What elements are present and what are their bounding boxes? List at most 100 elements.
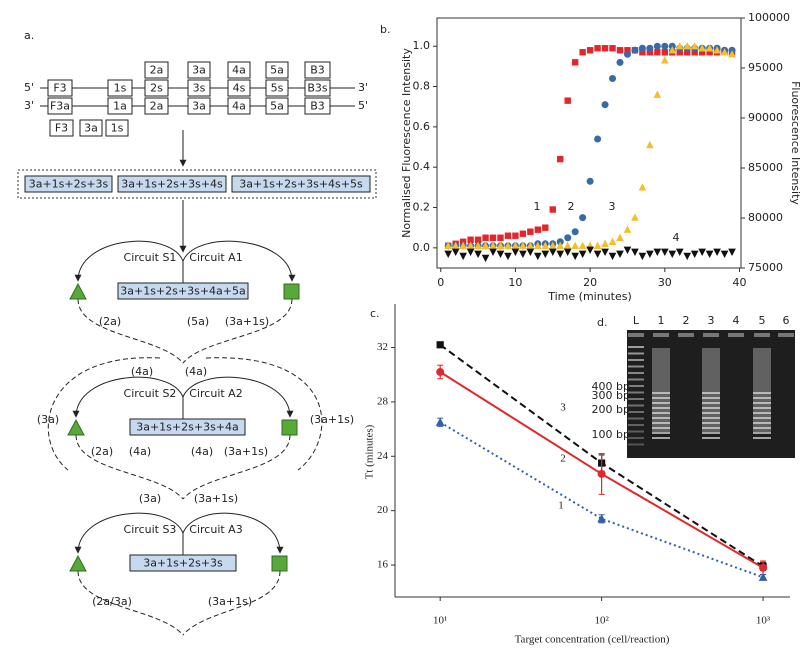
point	[623, 50, 631, 58]
x-tick-label: 30	[658, 276, 672, 289]
box-label: 3a+1s+2s+3s+4a	[136, 421, 239, 434]
point	[624, 47, 631, 54]
point	[728, 248, 736, 257]
well	[778, 333, 794, 337]
lane-label: 4	[733, 314, 740, 327]
strand-label: (4a)	[185, 365, 207, 378]
band	[753, 397, 771, 399]
point	[597, 469, 606, 478]
size-label: 400 bp	[592, 380, 630, 393]
point	[451, 248, 460, 257]
point	[511, 241, 520, 250]
point	[435, 417, 445, 426]
point	[601, 248, 609, 257]
box	[227, 79, 251, 97]
ladder-band	[628, 430, 644, 433]
point	[653, 42, 661, 50]
dashed-arc	[47, 357, 161, 471]
band	[652, 437, 670, 439]
y-tick-label: 16	[377, 559, 389, 571]
box	[47, 97, 73, 115]
circuit-name: Circuit A1	[189, 251, 242, 264]
circuit-arc	[182, 240, 296, 282]
box-label: F3a	[50, 100, 70, 113]
annotation: 1	[534, 200, 541, 213]
ladder-band	[628, 398, 644, 400]
point	[489, 241, 497, 250]
point	[571, 59, 579, 66]
point	[631, 46, 639, 54]
point	[593, 250, 602, 259]
point	[586, 47, 594, 54]
y-tick-label: 28	[377, 395, 389, 407]
annotation: 2	[560, 453, 566, 465]
point	[548, 248, 557, 257]
box-label: 3a+1s+2s+3s+4s	[121, 178, 223, 191]
dashed-arc	[77, 298, 184, 364]
band	[702, 412, 720, 414]
panel-label: a.	[24, 29, 34, 42]
box-label: 3s	[193, 82, 206, 95]
dashed-arc	[182, 298, 293, 364]
triangle-icon	[69, 282, 87, 300]
point	[563, 248, 572, 257]
point	[639, 49, 646, 56]
y2-tick-label: 80000	[748, 211, 783, 224]
strand-label: (3a+1s)	[310, 413, 354, 426]
strand-label: (4a)	[129, 445, 151, 458]
point	[533, 252, 542, 261]
box-label: 3a	[192, 64, 206, 77]
point	[638, 44, 646, 52]
ladder-band	[628, 411, 644, 413]
point	[616, 233, 624, 241]
point	[526, 241, 535, 250]
box-label: 4s	[233, 82, 246, 95]
point	[459, 252, 467, 261]
band	[652, 422, 670, 424]
point	[661, 42, 669, 50]
point	[541, 250, 550, 259]
y-tick-label: 24	[377, 450, 389, 462]
band	[753, 437, 771, 439]
point	[609, 74, 617, 83]
point	[504, 232, 512, 239]
box	[129, 418, 246, 436]
strand-label: (3a+1s)	[208, 595, 252, 608]
box	[117, 282, 249, 300]
x-tick-label: 10	[508, 276, 522, 289]
point	[638, 183, 647, 191]
box	[49, 119, 74, 137]
annotation: 3	[609, 200, 616, 213]
point	[594, 135, 602, 143]
point	[690, 42, 699, 50]
strand-label: (3a+1s)	[225, 315, 269, 328]
box-label: 5a	[270, 64, 284, 77]
x-tick-label: 10¹	[433, 615, 447, 627]
point	[698, 248, 706, 257]
point	[564, 97, 571, 104]
band	[702, 417, 720, 419]
point	[646, 49, 654, 56]
band	[753, 427, 771, 429]
y-tick-label: 32	[377, 341, 388, 353]
annotation: 3	[560, 402, 566, 414]
box	[144, 61, 169, 79]
point	[563, 241, 572, 250]
y2-tick-label: 75000	[748, 261, 783, 274]
band	[652, 397, 670, 399]
y2-tick-label: 95000	[748, 61, 783, 74]
box-label: 2s	[150, 82, 163, 95]
point	[597, 514, 606, 523]
x-tick-label: 10³	[756, 615, 771, 627]
box	[144, 79, 169, 97]
box	[187, 97, 211, 115]
point	[623, 246, 632, 255]
box	[144, 97, 169, 115]
triangle-icon	[69, 554, 87, 572]
circuit-arc	[74, 512, 184, 554]
y-tick-label: 0.6	[413, 120, 431, 133]
point	[713, 46, 721, 54]
ladder-band	[628, 443, 644, 446]
box	[107, 97, 133, 115]
point	[557, 155, 564, 163]
